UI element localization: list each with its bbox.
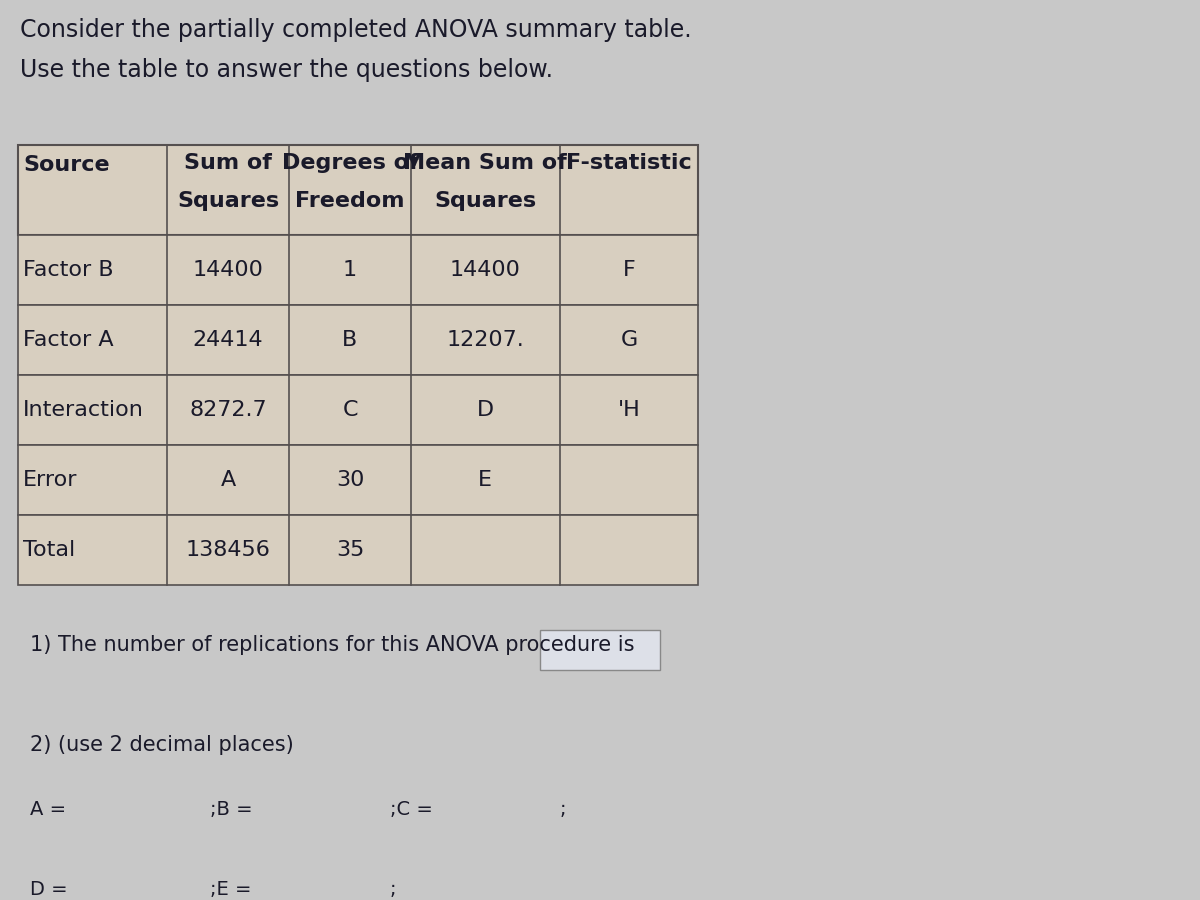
Text: D: D (476, 400, 493, 420)
Text: Freedom: Freedom (295, 191, 404, 211)
Text: 14400: 14400 (450, 260, 521, 280)
Text: 24414: 24414 (193, 330, 263, 350)
Text: 2) (use 2 decimal places): 2) (use 2 decimal places) (30, 735, 294, 755)
Text: 12207.: 12207. (446, 330, 524, 350)
Text: 1: 1 (343, 260, 358, 280)
Text: Degrees of: Degrees of (282, 153, 419, 173)
Text: ;: ; (560, 800, 566, 819)
Text: Factor A: Factor A (23, 330, 114, 350)
Text: Error: Error (23, 470, 78, 490)
Text: 'H: 'H (618, 400, 641, 420)
Text: 14400: 14400 (192, 260, 264, 280)
Text: B: B (342, 330, 358, 350)
Text: Interaction: Interaction (23, 400, 144, 420)
Text: ;E =: ;E = (210, 880, 252, 899)
Text: A =: A = (30, 800, 66, 819)
Text: G: G (620, 330, 637, 350)
Text: 35: 35 (336, 540, 364, 560)
Text: F: F (623, 260, 635, 280)
Text: Factor B: Factor B (23, 260, 114, 280)
Text: 30: 30 (336, 470, 364, 490)
Text: Use the table to answer the questions below.: Use the table to answer the questions be… (20, 58, 553, 82)
Text: Total: Total (23, 540, 76, 560)
Text: D =: D = (30, 880, 67, 899)
Text: E: E (478, 470, 492, 490)
Text: 138456: 138456 (186, 540, 270, 560)
Text: ;: ; (390, 880, 396, 899)
Text: 8272.7: 8272.7 (190, 400, 266, 420)
Text: ;C =: ;C = (390, 800, 433, 819)
Text: Consider the partially completed ANOVA summary table.: Consider the partially completed ANOVA s… (20, 18, 691, 42)
Text: Squares: Squares (176, 191, 280, 211)
Text: 1) The number of replications for this ANOVA procedure is: 1) The number of replications for this A… (30, 635, 635, 655)
Text: C: C (342, 400, 358, 420)
Text: F-statistic: F-statistic (566, 153, 692, 173)
Text: Squares: Squares (434, 191, 536, 211)
Text: Mean Sum of: Mean Sum of (403, 153, 566, 173)
Text: Source: Source (23, 155, 109, 175)
Text: ;B =: ;B = (210, 800, 253, 819)
Text: Sum of: Sum of (184, 153, 272, 173)
Text: A: A (221, 470, 235, 490)
